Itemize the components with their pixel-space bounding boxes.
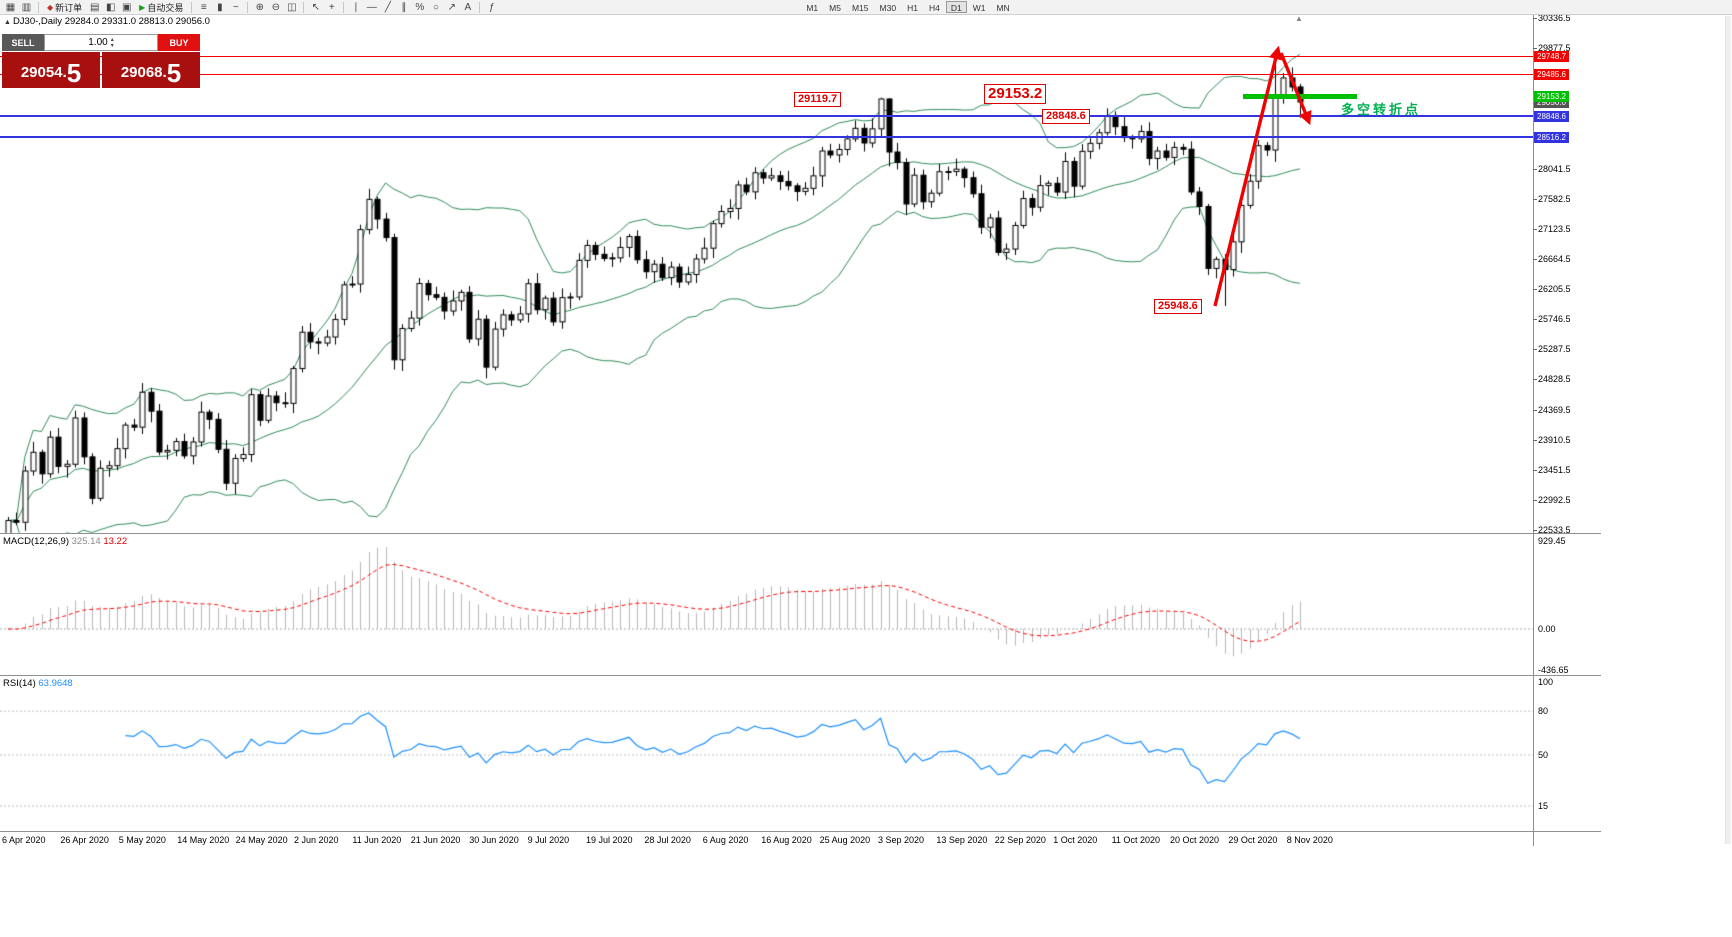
trendline-icon[interactable]: ╱ — [384, 1, 391, 13]
collapse-arrow-icon[interactable]: ▲ — [4, 19, 11, 26]
vertical-scrollbar[interactable] — [1725, 16, 1731, 844]
lot-size-field[interactable]: 1.00 ▴ ▾ — [44, 34, 158, 51]
vertical-line-icon[interactable]: ∣ — [353, 1, 359, 13]
new-order-button[interactable]: ◆ 新订单 — [43, 1, 86, 14]
buy-price-main: 29068. — [120, 64, 167, 81]
rsi-value: 63.9648 — [38, 678, 73, 689]
macd-name: MACD(12,26,9) — [3, 536, 69, 547]
new-order-button-icon: ◆ — [47, 2, 54, 12]
lot-size-value[interactable]: 1.00 — [88, 37, 108, 48]
sell-price-main: 29054. — [20, 64, 67, 81]
terminal-icon[interactable]: ▣ — [121, 1, 132, 13]
timeframe-button-h4[interactable]: H4 — [928, 3, 940, 13]
sell-button[interactable]: SELL — [2, 34, 44, 51]
toolbar-separator — [191, 1, 193, 13]
cursor-icon[interactable]: ↖ — [311, 1, 321, 13]
autotrading-button-label: 自动交易 — [147, 2, 184, 13]
timeframe-button-m15[interactable]: M15 — [851, 3, 869, 13]
sell-price-big: 5 — [66, 58, 82, 88]
indicators-list-icon[interactable]: ƒ — [489, 1, 495, 13]
autotrading-button-icon: ▶ — [139, 2, 146, 12]
chart-profiles-icon[interactable]: ▥ — [21, 1, 32, 13]
toolbar-separator — [38, 1, 39, 13]
toolbar-separator — [247, 1, 249, 13]
line-chart-icon[interactable]: ~ — [232, 1, 239, 13]
lot-stepper: ▴ ▾ — [111, 37, 114, 49]
panel-separator-rsi[interactable] — [0, 675, 1601, 676]
time-axis-separator — [0, 831, 1601, 832]
timeframe-button-mn[interactable]: MN — [996, 3, 1010, 13]
timeframe-button-m30[interactable]: M30 — [879, 3, 897, 13]
buy-price-button[interactable]: 29068. 5 — [102, 52, 200, 88]
navigator-icon[interactable]: ◧ — [105, 1, 116, 13]
equidistant-channel-icon[interactable]: ∥ — [401, 1, 407, 13]
panel-separator-macd[interactable] — [0, 533, 1601, 534]
horizontal-line-icon[interactable]: ― — [366, 1, 377, 13]
sell-price-button[interactable]: 29054. 5 — [2, 52, 100, 88]
zoom-in-icon[interactable]: ⊕ — [255, 1, 265, 13]
toolbar-separator — [303, 1, 305, 13]
arrows-tool-icon[interactable]: ↗ — [447, 1, 457, 13]
timeframe-button-d1[interactable]: D1 — [945, 1, 967, 13]
timeframe-button-m5[interactable]: M5 — [829, 3, 841, 13]
buy-button[interactable]: BUY — [158, 34, 200, 51]
bar-chart-icon[interactable]: ≡ — [200, 1, 207, 13]
ohlc-values: 29284.0 29331.0 28813.0 29056.0 — [64, 16, 210, 27]
rsi-indicator-label: RSI(14) 63.9648 — [3, 678, 73, 689]
candlestick-chart-icon[interactable]: ▮ — [217, 1, 223, 13]
shapes-icon[interactable]: ○ — [432, 1, 439, 13]
market-watch-icon[interactable]: ▤ — [89, 1, 100, 13]
rsi-name: RSI(14) — [3, 678, 36, 689]
macd-indicator-label: MACD(12,26,9) 325.14 13.22 — [3, 536, 127, 547]
fibonacci-icon[interactable]: % — [415, 1, 425, 13]
chart-title: ▲ DJ30-,Daily 29284.0 29331.0 28813.0 290… — [4, 16, 210, 27]
autotrading-button[interactable]: ▶ 自动交易 — [135, 1, 187, 14]
crosshair-icon[interactable]: + — [328, 1, 335, 13]
new-chart-icon[interactable]: ▦ — [5, 1, 16, 13]
toolbar-separator — [479, 1, 481, 13]
text-label-icon[interactable]: A — [464, 1, 472, 13]
symbol-period-label: DJ30-,Daily — [12, 16, 63, 27]
timeframe-button-h1[interactable]: H1 — [907, 3, 918, 13]
new-order-button-label: 新订单 — [55, 2, 83, 13]
price-axis-border — [1533, 15, 1534, 846]
timeframe-button-w1[interactable]: W1 — [972, 3, 986, 13]
timeframe-button-m1[interactable]: M1 — [806, 3, 819, 13]
chart-shift-marker[interactable]: ▲ — [1295, 14, 1303, 23]
macd-signal-value: 13.22 — [103, 536, 128, 547]
tile-windows-icon[interactable]: ◫ — [287, 1, 297, 13]
lot-increase-button[interactable]: ▴ — [110, 36, 114, 43]
one-click-trading-panel: SELL 1.00 ▴ ▾ BUY 29054. 5 29068. 5 — [2, 34, 200, 88]
zoom-out-icon[interactable]: ⊖ — [271, 1, 281, 13]
macd-main-value: 325.14 — [71, 536, 101, 547]
toolbar-separator — [343, 1, 345, 13]
buy-price-big: 5 — [166, 58, 182, 88]
lot-decrease-button[interactable]: ▾ — [110, 42, 114, 49]
